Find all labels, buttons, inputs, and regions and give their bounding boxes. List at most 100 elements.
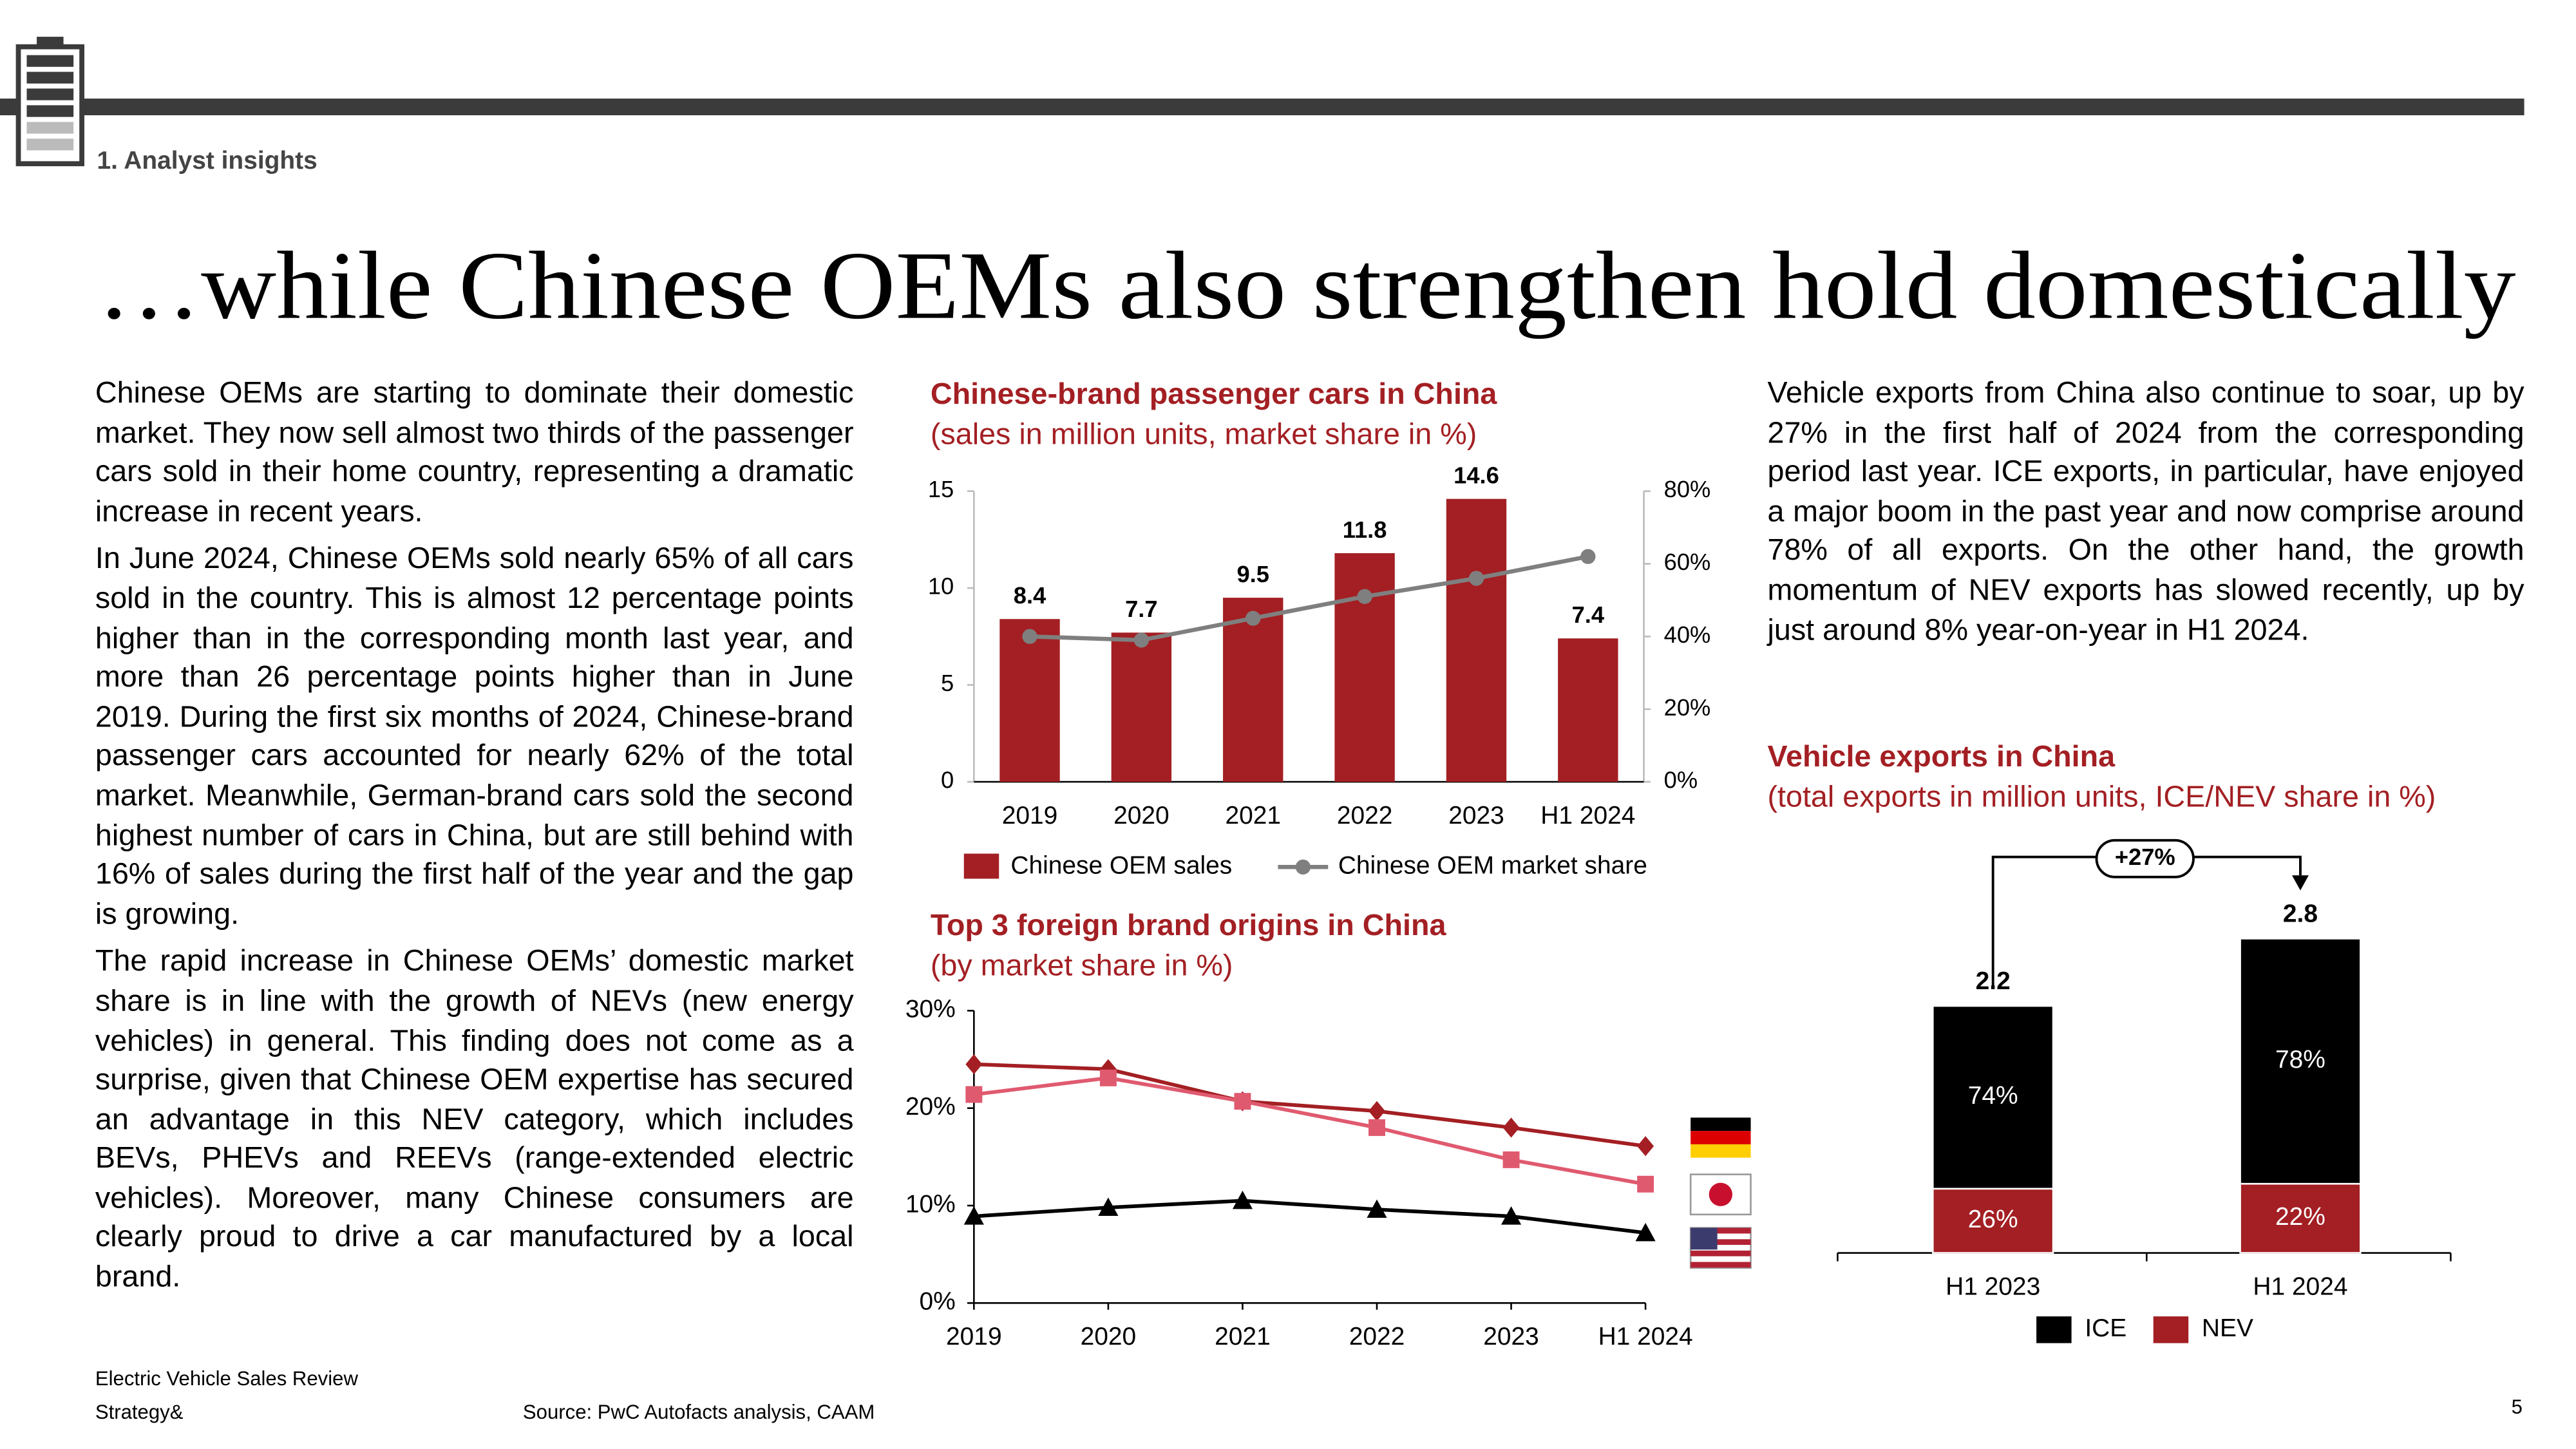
- legend-label: NEV: [2202, 1314, 2253, 1342]
- flag-germany: [1690, 1117, 1751, 1158]
- bar-segment: [2239, 938, 2362, 1185]
- marker: [1133, 632, 1150, 648]
- y-tick-label: 10: [928, 573, 954, 600]
- bar: [1334, 553, 1395, 782]
- battery-icon: [15, 37, 84, 167]
- y-tick-label: 0%: [920, 1288, 956, 1316]
- legend-marker: [1295, 859, 1311, 875]
- y2-tick-label: 80%: [1664, 476, 1711, 502]
- legend-label: Chinese OEM sales: [1010, 852, 1232, 880]
- marker: [1468, 571, 1484, 586]
- segment-label: 78%: [2275, 1046, 2325, 1074]
- marker: [1367, 1199, 1387, 1218]
- marker: [1098, 1197, 1119, 1217]
- bar: [1223, 598, 1283, 782]
- marker: [1501, 1206, 1522, 1225]
- bar: [1558, 638, 1618, 782]
- marker: [1368, 1119, 1385, 1136]
- marker: [1357, 589, 1372, 604]
- chart-subtitle: (sales in million units, market share in…: [931, 417, 1477, 450]
- marker: [1502, 1117, 1520, 1138]
- y2-tick-label: 20%: [1664, 694, 1711, 721]
- legend-label: Chinese OEM market share: [1338, 852, 1647, 880]
- chart-subtitle: (total exports in million units, ICE/NEV…: [1767, 779, 2436, 813]
- segment-label: 74%: [1968, 1082, 2018, 1110]
- bar: [999, 619, 1060, 782]
- marker: [1022, 629, 1037, 644]
- x-tick-label: 2023: [1483, 1323, 1539, 1350]
- marker: [1368, 1101, 1385, 1121]
- data-label: 9.5: [1237, 561, 1269, 587]
- slide-title: …while Chinese OEMs also strengthen hold…: [97, 232, 2515, 339]
- total-label: 2.2: [1976, 967, 2011, 995]
- segment-label: 26%: [1968, 1206, 2018, 1233]
- y-tick-label: 10%: [905, 1190, 956, 1218]
- y-tick-label: 15: [928, 476, 954, 502]
- marker: [1234, 1093, 1251, 1110]
- total-label: 2.8: [2283, 900, 2318, 927]
- marker: [1245, 611, 1261, 626]
- marker: [1232, 1190, 1253, 1209]
- y-tick-label: 5: [941, 670, 954, 696]
- y-tick-label: 30%: [905, 996, 956, 1023]
- bar-segment: [1931, 1188, 2054, 1254]
- y2-tick-label: 0%: [1664, 767, 1698, 793]
- marker: [1637, 1136, 1654, 1157]
- paragraph: Chinese OEMs are starting to dominate th…: [95, 375, 854, 528]
- y-tick-label: 0: [941, 767, 954, 793]
- chart-subtitle: (by market share in %): [931, 948, 1233, 981]
- paragraph: In June 2024, Chinese OEMs sold nearly 6…: [95, 542, 854, 931]
- x-tick-label: 2019: [1002, 802, 1058, 829]
- data-label: 7.4: [1572, 601, 1604, 628]
- chart-title: Vehicle exports in China: [1767, 739, 2116, 773]
- header-bar: [0, 99, 2524, 115]
- marker: [965, 1086, 983, 1103]
- marker: [1635, 1222, 1656, 1242]
- x-tick-label: H1 2024: [1540, 802, 1635, 829]
- x-tick-label: 2020: [1113, 802, 1170, 829]
- legend-label: ICE: [2085, 1314, 2126, 1342]
- marker: [1580, 549, 1596, 564]
- bar: [1111, 632, 1172, 782]
- x-tick-label: H1 2023: [1946, 1273, 2040, 1300]
- y-tick-label: 20%: [905, 1093, 956, 1121]
- y2-tick-label: 60%: [1664, 549, 1711, 575]
- marker: [1099, 1069, 1117, 1086]
- growth-annotation: +27%: [2115, 844, 2175, 870]
- right-text: Vehicle exports from China also continue…: [1767, 374, 2524, 658]
- legend-swatch: [2036, 1316, 2072, 1343]
- legend-swatch: [2153, 1316, 2189, 1343]
- data-label: 7.7: [1125, 596, 1157, 622]
- marker: [965, 1054, 983, 1075]
- marker: [1637, 1175, 1654, 1193]
- paragraph: The rapid increase in Chinese OEMs’ dome…: [95, 944, 854, 1293]
- x-tick-label: H1 2024: [2253, 1273, 2347, 1300]
- bar: [1446, 498, 1507, 782]
- y2-tick-label: 40%: [1664, 621, 1711, 648]
- paragraph: Vehicle exports from China also continue…: [1767, 375, 2524, 646]
- line: [974, 1198, 1646, 1235]
- footer-report: Electric Vehicle Sales Review: [95, 1367, 359, 1390]
- section-label: 1. Analyst insights: [97, 147, 317, 175]
- data-label: 11.8: [1343, 516, 1387, 543]
- x-tick-label: 2022: [1349, 1323, 1405, 1350]
- x-tick-label: H1 2024: [1598, 1323, 1693, 1350]
- footer-source: Source: PwC Autofacts analysis, CAAM: [523, 1401, 875, 1423]
- bar-segment: [1931, 1005, 2054, 1190]
- data-label: 8.4: [1014, 582, 1046, 609]
- segment-label: 22%: [2275, 1203, 2325, 1231]
- left-text: Chinese OEMs are starting to dominate th…: [95, 374, 854, 1306]
- x-tick-label: 2021: [1225, 802, 1281, 829]
- flag-usa: [1689, 1227, 1752, 1269]
- x-tick-label: 2020: [1081, 1323, 1137, 1350]
- line: [974, 1062, 1646, 1148]
- x-tick-label: 2022: [1337, 802, 1393, 829]
- marker: [1502, 1151, 1520, 1168]
- growth-bracket: [1991, 838, 2309, 986]
- chart-title: Top 3 foreign brand origins in China: [931, 908, 1447, 942]
- line: [973, 1075, 1646, 1186]
- x-tick-label: 2019: [946, 1323, 1002, 1350]
